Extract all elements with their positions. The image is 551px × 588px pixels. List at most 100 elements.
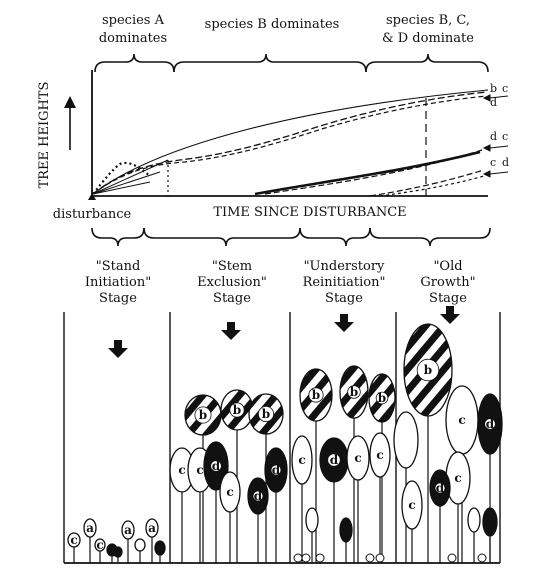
curve-a-dotted (92, 161, 151, 195)
tree-label-badge (270, 464, 282, 476)
stage-titles: "Stand Initiation" Stage "Stem Exclusion… (85, 259, 476, 306)
tree-species-a: a (145, 518, 159, 563)
stage3-line3: Stage (325, 291, 363, 306)
stage4-line2: Growth" (420, 275, 475, 290)
stage-arrows (108, 306, 460, 358)
height-curves (92, 89, 489, 197)
tree-label-badge (327, 453, 341, 467)
up-arrow-icon (64, 96, 76, 108)
tree-label-badge (229, 402, 245, 418)
curve-late-d (379, 175, 485, 197)
chart-axes: TREE HEIGHTS TIME SINCE DISTURBANCE dist… (37, 70, 488, 222)
tree-label: b (424, 363, 432, 377)
tree-label: c (96, 538, 103, 552)
curve-end-labels: b c d d c c d (490, 82, 509, 169)
curve-b-smooth (92, 89, 489, 195)
tree-species-d: d (203, 441, 229, 563)
tree-crown (467, 507, 481, 533)
tree-label: d (254, 489, 263, 503)
tree-label: c (70, 533, 77, 547)
shrub (301, 553, 311, 563)
tree-label: b (312, 388, 320, 402)
tree-label: a (86, 521, 94, 535)
tree-crown (291, 435, 313, 485)
stage2-line1: "Stem (212, 259, 252, 274)
down-arrow-icon (221, 322, 241, 340)
tree-species-c: c (369, 432, 391, 563)
tree-species-c (134, 538, 146, 563)
shrub (477, 553, 487, 563)
tree-label-badge (484, 418, 496, 430)
tree-label: d (436, 481, 445, 495)
panel-frame (63, 312, 501, 564)
low-label-d: d (502, 156, 509, 169)
curve-late-c (369, 169, 485, 197)
shrub (375, 553, 385, 563)
tree-crown (346, 435, 370, 481)
tree-crown (83, 518, 97, 538)
tree-label: d (486, 417, 495, 431)
tree-label: b (350, 385, 358, 399)
stage1-line2: Initiation" (85, 275, 151, 290)
tree-species-d (482, 507, 498, 563)
tree-species-c: c (346, 435, 370, 563)
tree-label: b (199, 408, 207, 422)
tree-crown (134, 538, 146, 552)
curve-pointer-arrows (482, 94, 509, 178)
stage4-line3: Stage (429, 291, 467, 306)
tree-label: c (458, 413, 465, 427)
span-a-line2: dominates (99, 31, 167, 46)
early-line-2 (92, 171, 161, 195)
stage2-line3: Stage (213, 291, 251, 306)
tree-label: c (298, 453, 305, 467)
tree-label: b (233, 403, 241, 417)
x-axis-label: TIME SINCE DISTURBANCE (213, 205, 406, 220)
tree-species-d (113, 546, 123, 563)
brace-species-b (173, 53, 367, 73)
curve-d-upper (92, 95, 487, 195)
tree-species-c (305, 507, 319, 563)
tree-label-badge (434, 482, 446, 494)
stage2-line2: Exclusion" (197, 275, 267, 290)
tree-crown (482, 507, 498, 537)
disturbance-marker-icon (88, 193, 96, 200)
span-bcd-line1: species B, C, (386, 13, 470, 28)
stage3-line2: Reinitiation" (303, 275, 386, 290)
tree-crown (305, 507, 319, 533)
tree-crown (219, 471, 241, 513)
tree-species-c: c (445, 451, 471, 563)
brace-species-bcd (365, 53, 489, 73)
tree-label-badge (347, 385, 361, 399)
tree-label: d (272, 463, 281, 477)
tree-crown (393, 411, 419, 469)
tree-label: b (262, 407, 270, 421)
header-braces (94, 53, 489, 73)
brace-stage-exclusion (143, 227, 301, 247)
low-label-c: c (490, 156, 496, 169)
tree-label: c (408, 498, 415, 512)
span-bcd-line2: & D dominate (382, 31, 474, 46)
tree-label: c (376, 448, 383, 462)
end-label-b: b (490, 82, 497, 95)
tree-species-d (339, 517, 353, 563)
header-span-labels: species A dominates species B dominates … (99, 13, 474, 46)
brace-stage-reinitiation (299, 227, 371, 247)
tree-crown (339, 517, 353, 543)
y-axis-label: TREE HEIGHTS (37, 82, 52, 189)
tree-crown (121, 520, 135, 540)
stage-braces (91, 227, 491, 247)
stage3-line1: "Understory (304, 259, 385, 274)
tree-crown (67, 532, 81, 548)
tree-label: c (196, 463, 203, 477)
tree-label-badge (257, 405, 275, 423)
tree-label: b (378, 391, 386, 405)
tree-label-badge (375, 391, 389, 405)
tree-label: c (178, 463, 185, 477)
tree-label: c (226, 485, 233, 499)
tree-label-badge (194, 406, 212, 424)
tree-crown (154, 540, 166, 556)
brace-stage-oldgrowth (369, 227, 491, 247)
tree-species-a: a (83, 518, 97, 563)
shrub (315, 553, 325, 563)
